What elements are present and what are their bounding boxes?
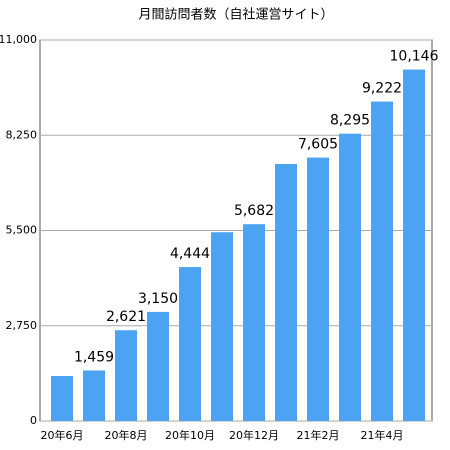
value-label: 10,146 [390, 49, 439, 65]
y-tick-label: 11,000 [0, 33, 37, 46]
y-tick-label: 0 [30, 414, 37, 427]
value-label: 8,295 [330, 113, 370, 129]
y-tick-label: 8,250 [6, 128, 38, 141]
bar [243, 224, 265, 421]
value-label: 9,222 [362, 81, 402, 97]
x-tick-label: 20年6月 [41, 428, 84, 442]
bar [179, 267, 201, 421]
value-label: 7,605 [298, 137, 338, 153]
value-label: 2,621 [106, 309, 146, 325]
bar [275, 163, 297, 422]
x-tick-label: 21年2月 [297, 428, 340, 442]
bar [307, 157, 329, 421]
value-label: 3,150 [138, 291, 178, 307]
x-tick-label: 20年8月 [105, 428, 148, 442]
x-tick-label: 20年10月 [165, 428, 215, 442]
y-tick-label: 5,500 [6, 224, 38, 237]
bar [403, 69, 425, 421]
value-label: 5,682 [234, 203, 274, 219]
bar [211, 232, 233, 421]
bar [339, 133, 361, 422]
value-label: 1,459 [74, 349, 114, 365]
chart-title: 月間訪問者数（自社運営サイト） [138, 7, 333, 23]
bar [371, 101, 393, 421]
x-tick-label: 21年4月 [361, 428, 404, 442]
value-label: 4,444 [170, 246, 210, 262]
bar [83, 370, 105, 421]
bar [147, 311, 169, 421]
x-tick-label: 20年12月 [229, 428, 279, 442]
bar [51, 375, 73, 421]
y-tick-label: 2,750 [6, 319, 38, 332]
bar [115, 330, 137, 421]
